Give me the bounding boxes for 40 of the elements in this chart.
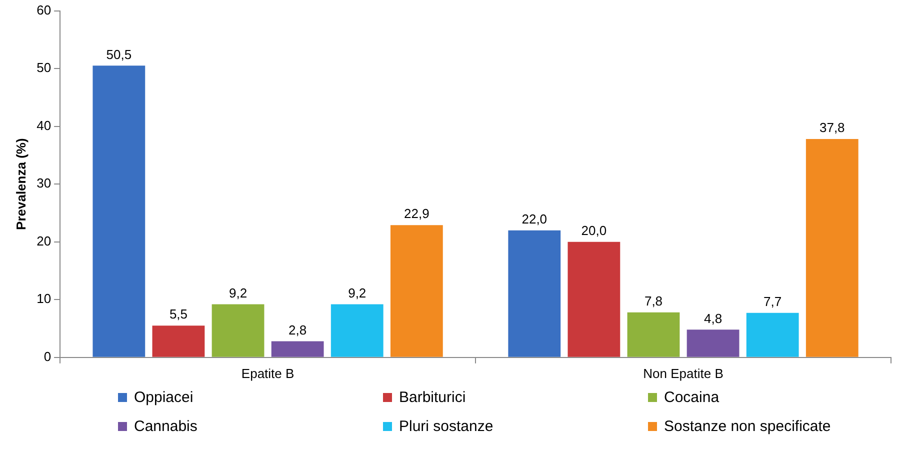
y-tick-label: 20 [36, 233, 52, 248]
bar [746, 312, 799, 357]
y-axis-title: Prevalenza (%) [13, 138, 28, 230]
data-label: 22,9 [404, 206, 430, 222]
data-label: 20,0 [581, 222, 607, 238]
x-tick-label: Non Epatite B [643, 366, 724, 381]
data-label: 22,0 [522, 211, 548, 226]
data-label: 5,5 [169, 306, 188, 322]
legend-label: Oppiacei [133, 389, 194, 406]
legend-label: Pluri sostanze [398, 418, 494, 435]
bar [92, 66, 146, 357]
bar [806, 139, 858, 357]
data-label: 37,8 [819, 120, 845, 136]
y-tick-label: 50 [36, 60, 52, 76]
legend-label: Sostanze non specificate [663, 418, 832, 435]
data-label: 7,7 [764, 294, 782, 309]
legend-label: Cocaina [663, 389, 720, 406]
data-label: 9,2 [228, 285, 248, 300]
y-tick-label: 10 [36, 291, 52, 306]
data-label: 50,5 [106, 46, 132, 62]
legend-label: Cannabis [133, 418, 198, 435]
bar [568, 242, 620, 357]
x-tick-label: Epatite B [241, 366, 294, 381]
y-tick-label: 30 [36, 176, 52, 191]
y-tick-label: 0 [44, 348, 52, 364]
bar [627, 312, 680, 357]
legend-label: Barbiturici [398, 389, 467, 406]
bar [686, 330, 740, 357]
bar [330, 304, 384, 357]
bar [390, 225, 443, 357]
data-label: 9,2 [348, 285, 366, 300]
bar [212, 304, 264, 357]
bar [508, 230, 561, 357]
data-label: 4,8 [704, 310, 722, 326]
data-label: 2,8 [288, 322, 307, 338]
y-tick-label: 40 [36, 118, 52, 133]
bar [152, 326, 205, 357]
y-tick-label: 60 [36, 2, 52, 18]
data-label: 7,8 [644, 293, 663, 308]
bar [271, 341, 324, 357]
